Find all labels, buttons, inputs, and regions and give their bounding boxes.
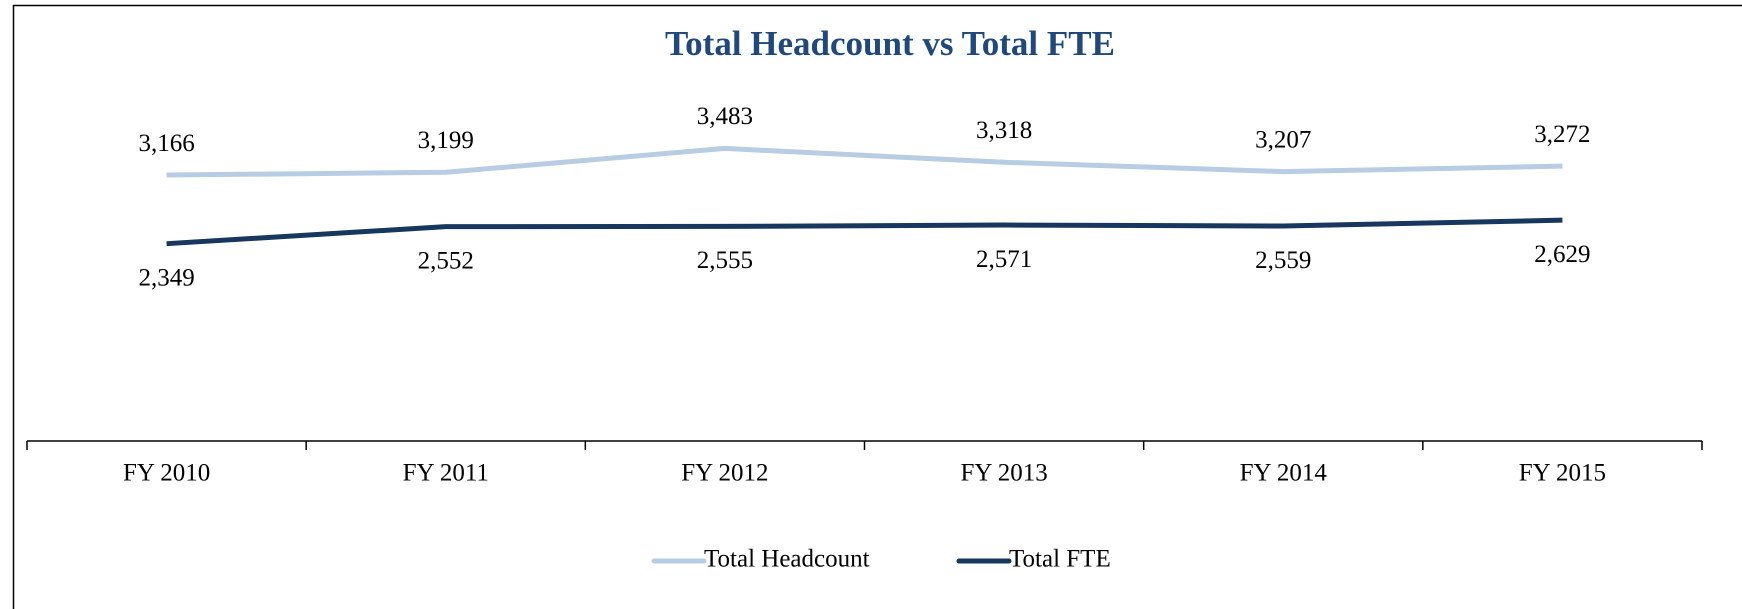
data-label: 2,629 [1534,241,1590,268]
series-line [166,217,1563,247]
x-tick-label: FY 2015 [1519,460,1606,487]
legend-label: Total FTE [1009,546,1111,573]
x-tick-label: FY 2014 [1240,460,1328,487]
data-label: 3,166 [138,130,194,157]
data-label: 3,483 [697,103,753,130]
data-label: 2,571 [976,246,1032,273]
legend-label: Total Headcount [704,546,870,573]
x-tick-label: FY 2012 [681,460,768,487]
data-label: 3,207 [1255,126,1311,153]
data-label: 2,349 [138,264,194,291]
series-line [166,145,1563,178]
data-label: 3,318 [976,117,1032,144]
data-label: 2,559 [1255,247,1311,274]
data-label: 3,199 [418,127,474,154]
x-tick-label: FY 2013 [960,460,1047,487]
x-tick-label: FY 2011 [403,460,489,487]
data-label: 2,555 [697,247,753,274]
x-tick-label: FY 2010 [123,460,210,487]
data-label: 3,272 [1534,121,1590,148]
data-label: 2,552 [418,247,474,274]
chart-border [12,4,1742,609]
chart-title: Total Headcount vs Total FTE [665,24,1115,63]
